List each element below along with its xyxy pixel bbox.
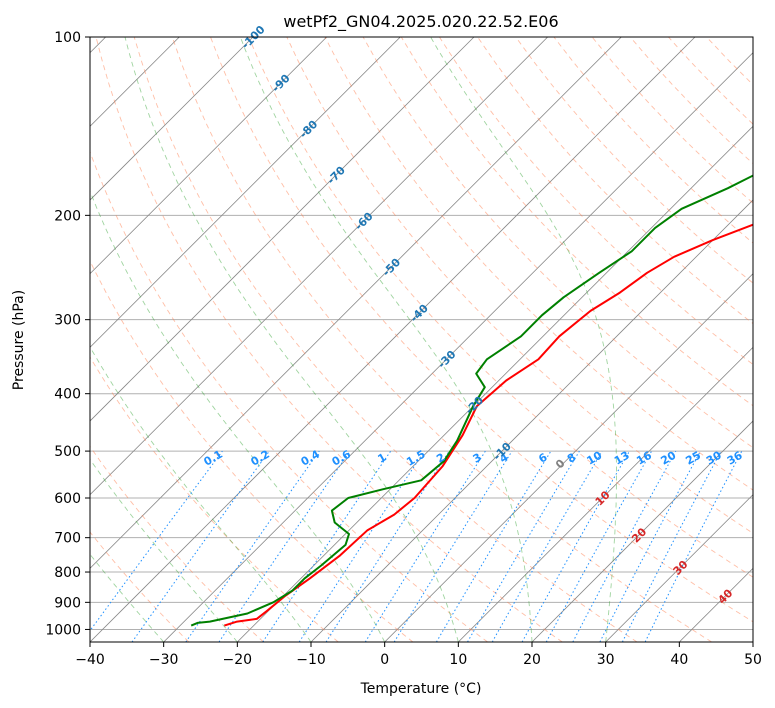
temperature-profile bbox=[224, 223, 753, 627]
dry-adiabat bbox=[133, 37, 638, 642]
isotherm-line bbox=[90, 37, 475, 422]
isotherm-line bbox=[90, 37, 401, 348]
isotherm-line bbox=[90, 37, 327, 275]
moist-adiabat bbox=[430, 37, 617, 642]
mixing-ratio-line bbox=[218, 450, 351, 642]
chart-title: wetPf2_GN04.2025.020.22.52.E06 bbox=[283, 12, 558, 32]
y-tick-label: 1000 bbox=[45, 622, 81, 638]
dry-adiabat bbox=[439, 37, 753, 365]
isotherm-line bbox=[90, 37, 254, 201]
isotherm-line bbox=[163, 52, 753, 642]
y-tick-label: 200 bbox=[54, 208, 81, 224]
moist-adiabat bbox=[239, 37, 533, 642]
x-tick-label: −30 bbox=[149, 652, 179, 668]
isotherm-line bbox=[90, 37, 696, 642]
moist-adiabat bbox=[124, 37, 459, 642]
isotherm-line bbox=[605, 494, 753, 642]
x-tick-label: 20 bbox=[523, 652, 541, 668]
mixing-ratio-line bbox=[90, 450, 223, 632]
plot-frame bbox=[89, 36, 754, 643]
mixing-ratio-line bbox=[572, 450, 677, 642]
y-tick-label: 800 bbox=[54, 565, 81, 581]
mixing-ratio-line bbox=[644, 450, 743, 642]
plot-area bbox=[90, 37, 753, 642]
moist-adiabat bbox=[90, 190, 386, 642]
moist-adiabat bbox=[90, 345, 312, 642]
x-axis-label: Temperature (°C) bbox=[360, 681, 482, 697]
dry-adiabat bbox=[171, 37, 712, 642]
x-tick-label: −10 bbox=[296, 652, 326, 668]
dry-adiabat bbox=[286, 37, 753, 534]
dewpoint-profile bbox=[190, 174, 753, 627]
moist-adiabat bbox=[90, 553, 165, 642]
dry-adiabat bbox=[248, 37, 753, 578]
dry-adiabat bbox=[210, 37, 753, 623]
y-tick-label: 900 bbox=[54, 595, 81, 611]
mixing-ratio-line bbox=[325, 450, 450, 642]
mixing-ratio-line bbox=[393, 450, 513, 642]
dry-adiabat bbox=[90, 356, 339, 642]
y-tick-label: 100 bbox=[54, 30, 81, 46]
isotherm-line bbox=[90, 37, 622, 569]
mixing-ratio-line bbox=[131, 450, 270, 642]
mixing-ratio-line bbox=[521, 450, 630, 642]
x-tick-label: −20 bbox=[223, 652, 253, 668]
axes: −40 −30 −20 −10 0 10 20 30 40 50 100 200 300 400 500 60… bbox=[45, 30, 762, 668]
y-tick-label: 400 bbox=[54, 387, 81, 403]
isotherm-line bbox=[384, 273, 753, 642]
dry-adiabat bbox=[90, 531, 190, 642]
dry-adiabat bbox=[90, 445, 264, 642]
isotherm-line bbox=[90, 37, 548, 496]
y-tick-label: 600 bbox=[54, 491, 81, 507]
y-tick-label: 700 bbox=[54, 531, 81, 547]
x-tick-label: 30 bbox=[597, 652, 615, 668]
isotherm-line bbox=[531, 420, 753, 642]
x-tick-label: −40 bbox=[75, 652, 105, 668]
dry-adiabat bbox=[95, 37, 563, 642]
dry-adiabat bbox=[90, 150, 488, 642]
isotherm-line bbox=[458, 346, 753, 642]
x-tick-label: 0 bbox=[380, 652, 389, 668]
mixing-ratio-line bbox=[298, 450, 425, 642]
mixing-ratio-line bbox=[545, 450, 653, 642]
isotherm-line bbox=[237, 125, 753, 642]
x-tick-label: 50 bbox=[744, 652, 762, 668]
y-tick-label: 500 bbox=[54, 444, 81, 460]
x-tick-label: 10 bbox=[449, 652, 467, 668]
y-tick-label: 300 bbox=[54, 313, 81, 329]
y-axis-label: Pressure (hPa) bbox=[11, 290, 27, 390]
mixing-ratio-line bbox=[185, 450, 320, 642]
x-tick-label: 40 bbox=[670, 652, 688, 668]
dry-adiabat bbox=[90, 259, 414, 642]
moist-adiabat bbox=[90, 458, 238, 642]
dry-adiabat bbox=[515, 37, 753, 284]
dry-adiabat bbox=[400, 37, 753, 407]
